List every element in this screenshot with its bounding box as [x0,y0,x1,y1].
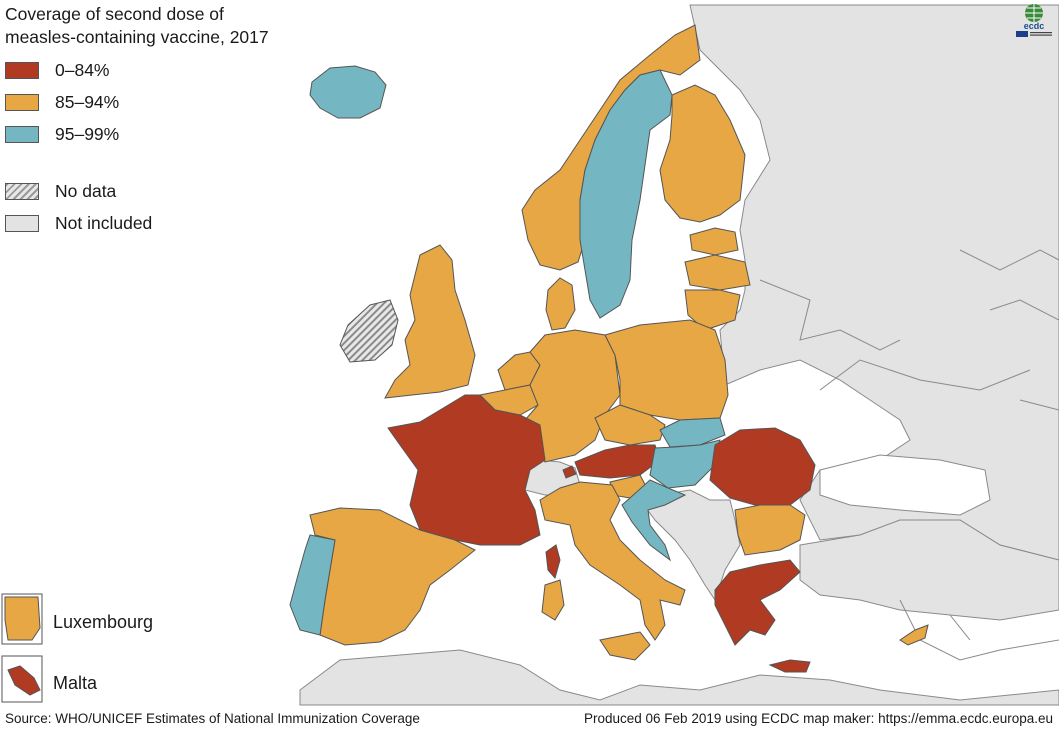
legend-label-not-included: Not included [55,213,153,233]
balkans-west [639,489,741,602]
map-title: Coverage of second dose of measles-conta… [5,3,305,49]
countries [289,24,929,673]
title-line-2: measles-containing vaccine, 2017 [5,27,269,47]
country-crete [768,659,811,673]
country-latvia [684,254,751,291]
country-hungary [649,439,721,489]
source-note: Source: WHO/UNICEF Estimates of National… [5,711,420,726]
legend-item-no-data: No data [5,181,116,202]
inset-shapes [4,596,41,696]
country-corsica [545,544,561,580]
north-africa [299,649,1059,706]
title-line-1: Coverage of second dose of [5,4,224,24]
inset-malta-shape [7,665,41,696]
legend-item-mid: 85–94% [5,92,119,113]
malta-inset-frame [1,655,43,703]
country-romania [709,427,816,506]
country-finland [659,84,746,223]
country-france [387,394,546,546]
legend-item-not-included: Not included [5,213,152,234]
legend-swatch-not-included [5,215,39,232]
country-italy [539,481,686,641]
country-estonia [689,227,739,256]
logo-text: ecdc [1024,21,1045,31]
country-uk [384,244,476,399]
country-cyprus [899,624,929,646]
inset-label-luxembourg: Luxembourg [53,612,154,632]
legend-label-high: 95–99% [55,124,120,144]
country-sicily [599,631,651,661]
country-austria [574,444,661,479]
legend-label-no-data: No data [55,181,117,201]
inset-frames [1,593,43,703]
legend-label-low: 0–84% [55,60,110,80]
legend-swatch-mid [5,94,39,111]
luxembourg-inset-frame [1,593,43,645]
produced-note: Produced 06 Feb 2019 using ECDC map make… [584,711,1053,726]
country-bulgaria [734,504,806,556]
legend-item-high: 95–99% [5,124,119,145]
country-denmark [545,277,576,331]
country-germany [524,329,621,463]
country-liechtenstein [562,465,577,479]
legend-swatch-low [5,62,39,79]
border-lines [759,249,1059,661]
ecdc-logo-icon: ecdc [1016,4,1052,37]
legend-label-mid: 85–94% [55,92,120,112]
country-croatia [621,479,687,562]
legend-swatch-high [5,126,39,143]
inset-luxembourg-shape [4,596,41,641]
country-iceland [309,65,387,119]
country-poland [604,319,729,421]
inset-label-malta: Malta [53,673,98,693]
country-lithuania [684,289,741,331]
country-sweden [579,69,673,319]
country-ireland [339,299,399,363]
legend-swatch-no-data [5,183,39,200]
turkey [799,519,1059,621]
country-portugal [289,534,336,636]
not-included-land [299,4,1059,706]
country-greece [714,559,801,646]
black-sea [819,454,991,516]
country-sardinia [541,579,565,621]
legend-item-low: 0–84% [5,60,110,81]
